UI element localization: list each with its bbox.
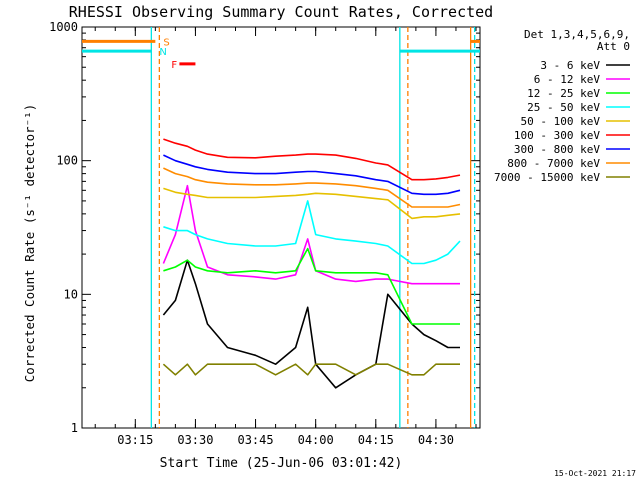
x-tick-label: 03:15 bbox=[117, 433, 153, 447]
x-tick-label: 04:15 bbox=[358, 433, 394, 447]
chart-title: RHESSI Observing Summary Count Rates, Co… bbox=[69, 3, 493, 21]
x-tick-label: 03:30 bbox=[177, 433, 213, 447]
flag-label: F bbox=[171, 60, 177, 71]
legend-title: Det 1,3,4,5,6,9, bbox=[524, 28, 630, 41]
legend-title: Att 0 bbox=[597, 40, 630, 53]
legend-entry-label: 3 - 6 keV bbox=[540, 59, 600, 72]
legend-entry-label: 6 - 12 keV bbox=[534, 73, 601, 86]
series-line bbox=[163, 138, 461, 181]
legend-entry-label: 12 - 25 keV bbox=[527, 87, 600, 100]
legend-entry-label: 800 - 7000 keV bbox=[507, 157, 600, 170]
series-line bbox=[163, 187, 461, 220]
legend-entry-label: 300 - 800 keV bbox=[514, 143, 600, 156]
flag-label: N bbox=[159, 47, 166, 58]
legend-entry-label: 7000 - 15000 keV bbox=[494, 171, 600, 184]
y-tick-label: 100 bbox=[56, 154, 78, 168]
series-line bbox=[163, 154, 461, 196]
legend-entry-label: 100 - 300 keV bbox=[514, 129, 600, 142]
series-line bbox=[163, 247, 460, 325]
series-line bbox=[162, 184, 460, 285]
series-line bbox=[163, 200, 461, 265]
x-axis-label: Start Time (25-Jun-06 03:01:42) bbox=[160, 456, 403, 471]
legend-entry-label: 25 - 50 keV bbox=[527, 101, 600, 114]
plot-frame bbox=[81, 26, 481, 429]
series-line bbox=[163, 167, 461, 208]
y-axis-label: Corrected Count Rate (s⁻¹ detector⁻¹) bbox=[22, 104, 37, 382]
timestamp: 15-Oct-2021 21:17 bbox=[554, 469, 636, 478]
x-tick-label: 04:30 bbox=[418, 433, 454, 447]
series-line bbox=[162, 259, 460, 389]
y-tick-label: 1 bbox=[71, 421, 78, 435]
y-tick-label: 1000 bbox=[49, 20, 78, 34]
x-tick-label: 04:00 bbox=[298, 433, 334, 447]
plot-area: 1 10 100 1000 03:15 03:30 03:45 04:00 04:15 04:30… bbox=[49, 20, 481, 447]
flag-label: S bbox=[163, 37, 169, 48]
y-tick-label: 10 bbox=[64, 287, 78, 301]
x-tick-label: 03:45 bbox=[237, 433, 273, 447]
legend-entry-label: 50 - 100 keV bbox=[521, 115, 601, 128]
series-line bbox=[162, 363, 460, 376]
